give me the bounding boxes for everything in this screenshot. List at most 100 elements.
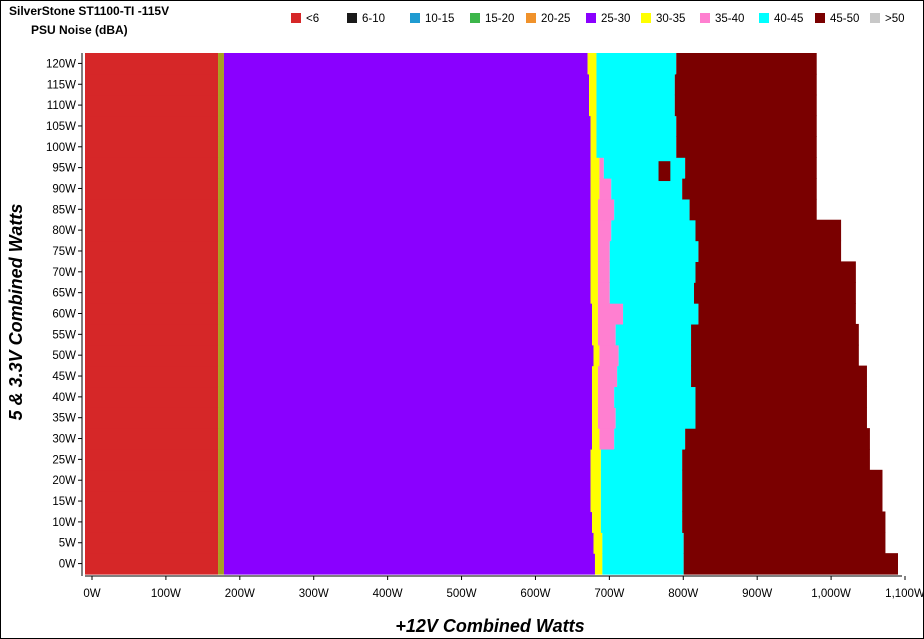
heatmap-cell	[658, 161, 671, 182]
x-tick-label: 800W	[668, 588, 698, 600]
heatmap-cell	[218, 511, 224, 533]
y-axis-title: 5 & 3.3V Combined Watts	[6, 204, 26, 421]
y-tick-label: 5W	[59, 538, 76, 550]
legend-label: 15-20	[485, 13, 514, 25]
y-tick-label: 45W	[52, 371, 76, 383]
legend-label: 45-50	[830, 13, 859, 25]
heatmap-cell	[682, 469, 883, 492]
y-tick-label: 40W	[52, 392, 76, 404]
heatmap-cell	[593, 532, 603, 554]
heatmap-cell	[223, 469, 591, 492]
heatmap-cell	[85, 386, 219, 408]
heatmap-cell	[597, 386, 615, 408]
x-tick-label: 900W	[742, 588, 772, 600]
heatmap-cell	[590, 219, 598, 242]
heatmap-cell	[218, 428, 224, 450]
heatmap-cell	[223, 261, 591, 283]
heatmap-cell	[689, 198, 817, 221]
heatmap-cell	[597, 323, 616, 346]
heatmap-cell	[218, 553, 224, 575]
heatmap-cell	[223, 94, 590, 117]
y-tick-label: 95W	[52, 163, 76, 175]
heatmap-cell	[85, 344, 219, 367]
y-axis: 0W 5W 10W 15W 20W 25W 30W 35W 40W 45W 50W 55W 60W 65W…	[46, 53, 83, 576]
heatmap-cell	[611, 178, 683, 200]
heatmap-cell	[592, 365, 598, 388]
heatmap-cell	[592, 323, 598, 346]
heatmap-cell	[609, 282, 695, 304]
heatmap-cell	[590, 448, 601, 471]
heatmap-cell	[590, 490, 601, 513]
heatmap-cell	[223, 448, 591, 471]
x-tick-label: 400W	[373, 588, 403, 600]
heatmap-cell	[597, 219, 612, 242]
heatmap-cell	[223, 553, 595, 575]
heatmap-cell	[694, 282, 856, 304]
heatmap-cell	[695, 261, 856, 283]
heatmap-cell	[223, 282, 591, 304]
legend-swatch	[470, 13, 480, 23]
heatmap-cell	[590, 469, 601, 492]
heatmap-cell	[218, 344, 224, 367]
heatmap-cell	[597, 261, 610, 283]
heatmap-cell	[218, 73, 224, 96]
heatmap-cell	[596, 115, 677, 137]
heatmap-cell	[597, 365, 618, 388]
heatmap-cell	[85, 303, 219, 325]
heatmap-cell	[695, 407, 867, 429]
heatmap-cell	[85, 219, 219, 242]
heatmap-cell	[218, 469, 224, 492]
heatmap-cell	[223, 532, 594, 554]
heatmap-cell	[223, 219, 591, 242]
y-tick-label: 20W	[52, 475, 76, 487]
heatmap-cell	[617, 365, 692, 388]
heatmap-cell	[600, 469, 683, 492]
heatmap-cell	[597, 198, 615, 221]
heatmap-cell	[85, 511, 219, 533]
heatmap-cell	[600, 448, 683, 471]
heatmap-cell	[590, 198, 598, 221]
heatmap-cell	[218, 448, 224, 471]
heatmap-cell	[85, 94, 219, 117]
x-tick-label: 100W	[151, 588, 181, 600]
heatmap-cell	[599, 178, 612, 200]
heatmap-cell	[223, 490, 591, 513]
legend-label: 6-10	[362, 13, 385, 25]
heatmap-cell	[683, 553, 898, 575]
heatmap-cell	[85, 323, 219, 346]
legend-swatch	[526, 13, 536, 23]
chart-subtitle: PSU Noise (dBA)	[31, 23, 128, 37]
heatmap-cell	[218, 115, 224, 137]
x-tick-label: 200W	[225, 588, 255, 600]
heatmap-cell	[218, 386, 224, 408]
heatmap-cell	[223, 407, 593, 429]
heatmap-cell	[223, 428, 593, 450]
heatmap-cell	[590, 261, 598, 283]
heatmap-cell	[592, 407, 598, 429]
heatmap-cell	[218, 365, 224, 388]
legend-label: 10-15	[425, 13, 454, 25]
x-axis: 0W 100W 200W 300W 400W 500W 600W 700W 800W 900W 1,…	[83, 575, 924, 600]
y-tick-label: 25W	[52, 454, 76, 466]
heatmap-cell	[218, 532, 224, 554]
y-tick-label: 115W	[47, 79, 76, 91]
x-axis-title: +12V Combined Watts	[395, 616, 584, 636]
y-tick-label: 55W	[52, 329, 76, 341]
y-tick-label: 75W	[52, 246, 76, 258]
y-tick-label: 30W	[52, 434, 76, 446]
heatmap-cell	[599, 157, 604, 179]
heatmap-cell	[218, 282, 224, 304]
heatmap-cell	[223, 136, 591, 158]
y-tick-label: 35W	[52, 413, 76, 425]
legend-swatch	[586, 13, 596, 23]
x-tick-label: 1,000W	[811, 588, 851, 600]
heatmap-cell	[85, 448, 219, 471]
heatmap-cell	[682, 511, 886, 533]
legend-swatch	[291, 13, 301, 23]
heatmap-cell	[682, 448, 870, 471]
heatmap-cell	[218, 240, 224, 262]
heatmap-cell	[691, 365, 867, 388]
heatmap-cell	[223, 115, 591, 137]
legend-swatch	[700, 13, 710, 23]
